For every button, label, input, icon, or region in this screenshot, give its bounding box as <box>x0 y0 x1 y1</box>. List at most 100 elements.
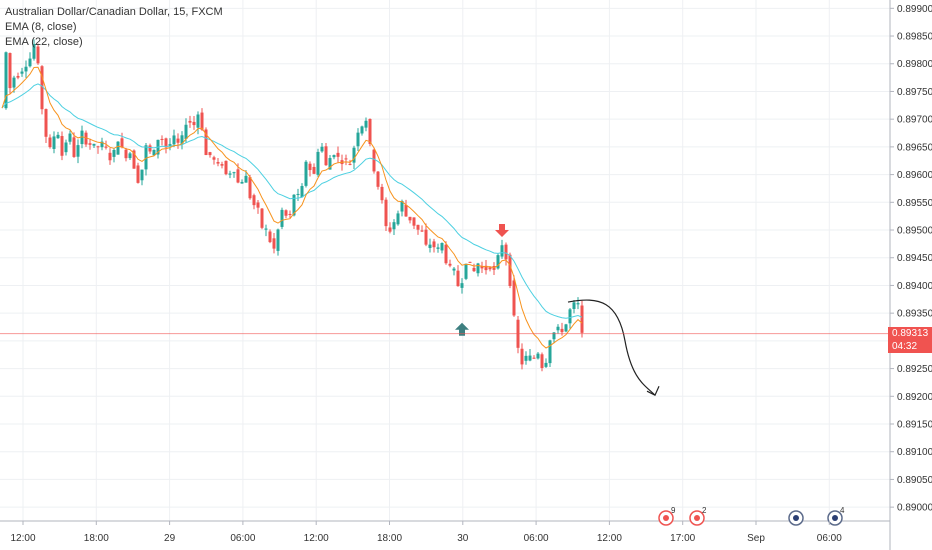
candle-body-up <box>524 355 528 361</box>
candle-body-up <box>168 144 172 146</box>
candle-body-down <box>48 137 52 148</box>
candle-body-up <box>316 151 320 175</box>
y-tick-label: 0.89150 <box>897 420 932 431</box>
y-tick-label: 0.89750 <box>897 87 932 98</box>
event-count-label: 2 <box>702 506 707 515</box>
candle-body-down <box>188 120 192 123</box>
candle-body-up <box>172 135 176 145</box>
buy-arrow-icon <box>455 322 469 336</box>
candle-body-up <box>292 194 296 216</box>
candle-body-down <box>444 244 448 264</box>
australia-flag-icon <box>793 515 799 521</box>
candle-body-up <box>400 201 404 212</box>
candle-body-up <box>116 141 120 155</box>
candle-body-down <box>308 163 312 171</box>
candle-body-down <box>192 121 196 126</box>
candle-body-up <box>244 175 248 183</box>
candle-body-up <box>544 362 548 367</box>
candle-body-down <box>36 46 40 64</box>
candle-body-down <box>120 138 124 148</box>
y-tick-label: 0.89800 <box>897 59 932 70</box>
candle-body-down <box>220 164 224 166</box>
candle-body-down <box>404 204 408 217</box>
candle-body-up <box>76 145 80 157</box>
candle-body-up <box>568 309 572 324</box>
candle-body-down <box>324 146 328 166</box>
candle-body-up <box>396 213 400 225</box>
candle-body-up <box>304 161 308 186</box>
candle-body-down <box>108 152 112 161</box>
candle-body-up <box>552 332 556 340</box>
candle-body-down <box>408 216 412 221</box>
candle-body-up <box>92 143 96 146</box>
y-tick-label: 0.89850 <box>897 32 932 43</box>
x-tick-label: 30 <box>457 533 469 544</box>
y-tick-label: 0.89200 <box>897 392 932 403</box>
candle-body-up <box>452 268 456 271</box>
candle-body-up <box>28 58 32 67</box>
ema-fast-label: EMA (8, close) <box>5 21 77 33</box>
candle-body-down <box>376 171 380 187</box>
candle-body-up <box>264 228 268 230</box>
candle-body-down <box>8 53 12 89</box>
y-tick-label: 0.89350 <box>897 309 932 320</box>
candle-body-up <box>12 77 16 88</box>
candle-body-up <box>500 245 504 257</box>
x-tick-label: 12:00 <box>597 533 622 544</box>
x-tick-label: 29 <box>164 533 176 544</box>
candle-body-down <box>60 136 64 156</box>
candle-body-up <box>436 247 440 249</box>
x-tick-label: 06:00 <box>230 533 255 544</box>
candle-body-up <box>64 142 68 153</box>
candle-body-up <box>196 114 200 128</box>
candle-body-up <box>128 153 132 159</box>
candle-body-up <box>440 243 444 251</box>
candle-body-down <box>312 166 316 174</box>
bar-countdown-tag: 04:32 <box>888 339 932 353</box>
candle-body-up <box>460 283 464 288</box>
candle-body-up <box>392 222 396 230</box>
australia-flag-icon <box>832 515 838 521</box>
candle-body-down <box>44 109 48 137</box>
candle-body-up <box>296 193 300 195</box>
candle-body-down <box>336 152 340 157</box>
candle-body-down <box>480 266 484 269</box>
grid-lines <box>0 0 890 521</box>
candle-body-up <box>20 71 24 74</box>
canada-flag-icon <box>663 515 669 521</box>
candle-body-down <box>380 186 384 201</box>
y-tick-label: 0.89900 <box>897 4 932 15</box>
candle-body-down <box>384 199 388 227</box>
candle-body-up <box>464 263 468 279</box>
candle-body-up <box>356 132 360 147</box>
canada-flag-icon <box>694 515 700 521</box>
current-price-tag: 0.89313 <box>888 326 932 340</box>
candle-body-down <box>532 357 536 359</box>
candle-body-up <box>332 155 336 158</box>
y-tick-label: 0.89650 <box>897 142 932 153</box>
candle-body-up <box>328 158 332 170</box>
candle-body-up <box>352 147 356 163</box>
candle-body-up <box>320 146 324 152</box>
candle-body-down <box>164 138 168 148</box>
candle-body-down <box>248 177 252 199</box>
event-count-label: 9 <box>671 506 676 515</box>
candle-body-down <box>224 160 228 175</box>
economic-events: 9 2 4 <box>658 506 845 526</box>
candle-body-up <box>112 149 116 157</box>
signal-arrows <box>455 224 509 336</box>
candle-body-up <box>80 130 84 145</box>
candle-body-down <box>432 241 436 248</box>
candle-body-down <box>512 280 516 316</box>
candle-body-up <box>280 209 284 227</box>
candle-body-up <box>240 181 244 184</box>
candle-body-up <box>180 135 184 144</box>
chart-legend: Australian Dollar/Canadian Dollar, 15, F… <box>5 5 223 50</box>
x-tick-label: Sep <box>747 533 765 544</box>
x-tick-label: 18:00 <box>377 533 402 544</box>
candle-body-down <box>388 227 392 232</box>
candle-body-up <box>56 134 60 139</box>
event-count-label: 4 <box>840 506 845 515</box>
